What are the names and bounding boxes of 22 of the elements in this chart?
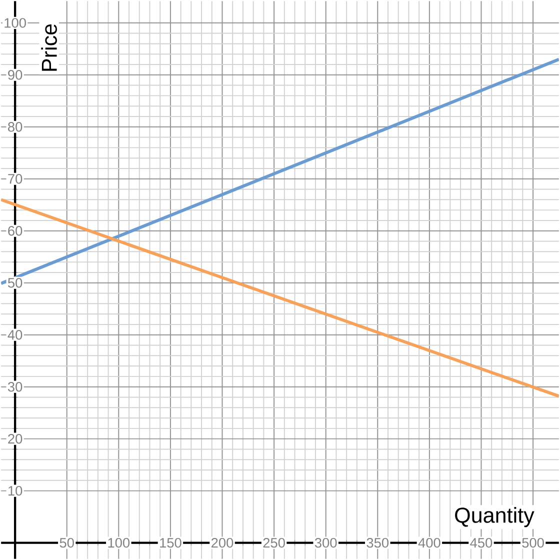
- x-tick-label: 100: [108, 538, 130, 548]
- y-tick-label: 90: [8, 70, 22, 80]
- x-axis-title: Quantity: [455, 507, 534, 528]
- x-tick-label: 300: [314, 538, 337, 548]
- y-tick-label: 20: [8, 434, 22, 444]
- x-tick-label: 450: [470, 538, 492, 548]
- y-tick-label: 30: [8, 382, 22, 392]
- x-tick-label: 350: [366, 538, 389, 548]
- x-tick-label: 400: [418, 538, 440, 548]
- y-tick-label: 70: [8, 174, 22, 184]
- y-tick-label: 80: [8, 122, 22, 132]
- x-tick-label: 250: [263, 538, 285, 548]
- y-tick-label: 40: [8, 330, 22, 340]
- x-tick-label: 50: [60, 538, 74, 548]
- y-axis-title: Price: [41, 24, 57, 71]
- y-tick-label: 10: [8, 486, 22, 496]
- x-tick-label: 200: [211, 538, 234, 548]
- y-tick-label: 50: [8, 278, 22, 288]
- x-tick-label: 500: [522, 538, 544, 548]
- x-tick-label: 150: [160, 538, 182, 548]
- y-tick-label: 100: [4, 18, 26, 28]
- y-tick-label: 60: [8, 226, 22, 236]
